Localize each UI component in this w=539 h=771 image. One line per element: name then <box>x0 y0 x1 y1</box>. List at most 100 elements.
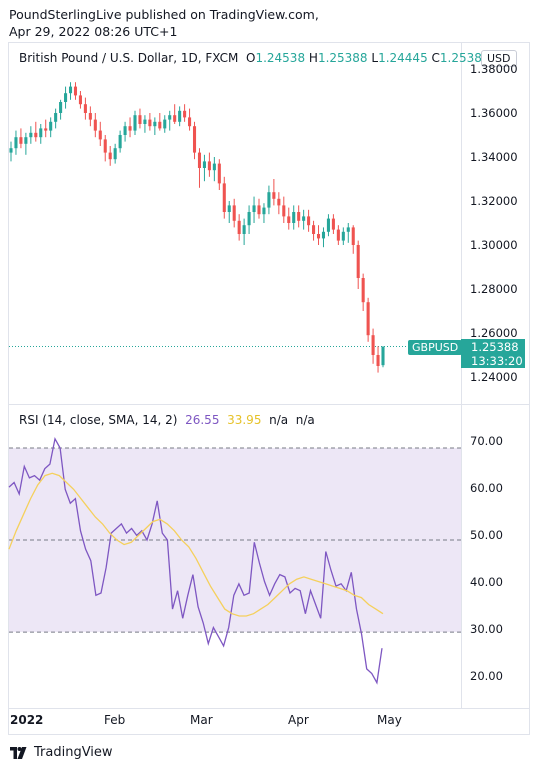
candle-body <box>346 227 350 232</box>
rsi-tick: 70.00 <box>470 434 503 448</box>
candle-body <box>108 152 112 160</box>
high-value: 1.25388 <box>317 51 368 65</box>
candle-body <box>133 115 137 131</box>
candle-body <box>331 218 335 230</box>
candle-body <box>361 278 365 303</box>
candle-body <box>158 121 162 129</box>
candle-body <box>297 212 301 221</box>
candle-body <box>336 229 340 241</box>
candle-body <box>316 234 321 239</box>
price-tick: 1.26000 <box>470 326 518 340</box>
candle-body <box>103 139 107 153</box>
candle-body <box>366 302 370 336</box>
price-tick: 1.36000 <box>470 106 518 120</box>
candle-body <box>44 128 48 131</box>
candle-body <box>227 205 231 212</box>
rsi-title: RSI (14, close, SMA, 14, 2) <box>19 413 178 427</box>
candle-body <box>59 102 63 113</box>
candle-body <box>73 86 78 96</box>
rsi-line <box>8 436 383 685</box>
candle-body <box>29 132 33 138</box>
price-tick: 1.24000 <box>470 370 518 384</box>
rsi-value: 26.55 <box>185 413 220 427</box>
currency-button[interactable]: USD <box>481 50 517 67</box>
candle-body <box>168 115 172 120</box>
candle-body <box>128 126 132 131</box>
candle-body <box>83 104 87 113</box>
candle-body <box>163 119 167 129</box>
price-tick: 1.34000 <box>470 150 518 164</box>
candle-body <box>252 205 256 212</box>
candle-body <box>381 346 385 366</box>
last-price: 1.25388 <box>471 340 519 354</box>
x-tick-month: Mar <box>190 713 213 727</box>
candle-body <box>98 130 102 140</box>
candle-body <box>173 115 177 122</box>
candle-body <box>192 126 197 153</box>
candle-body <box>277 198 281 206</box>
candle-body <box>356 245 360 278</box>
candle-body <box>19 137 23 144</box>
candle-body <box>242 225 246 234</box>
close-label: C <box>431 51 440 65</box>
candle-body <box>88 113 92 120</box>
candle-body <box>351 227 355 245</box>
candle-body <box>312 225 316 234</box>
candle-body <box>217 163 221 184</box>
candle-body <box>113 148 117 160</box>
candle-body <box>341 231 345 241</box>
candle-body <box>272 192 276 199</box>
candle-body <box>153 121 157 127</box>
rsi-tick: 30.00 <box>470 622 503 636</box>
candle-body <box>292 212 296 223</box>
price-legend: British Pound / U.S. Dollar, 1D, FXCM O1… <box>19 51 501 65</box>
candle-body <box>307 216 311 226</box>
candle-body <box>178 110 182 122</box>
bar-countdown: 13:33:20 <box>471 354 523 368</box>
chart-frame <box>8 42 530 735</box>
candle-body <box>321 231 326 239</box>
price-tick: 1.28000 <box>470 282 518 296</box>
price-tick: 1.32000 <box>470 194 518 208</box>
open-label: O <box>246 51 256 65</box>
candle-body <box>282 205 286 217</box>
publisher-credit: PoundSterlingLive published on TradingVi… <box>9 6 319 40</box>
candle-body <box>183 110 187 118</box>
candle-body <box>207 161 211 171</box>
candle-body <box>49 121 53 131</box>
tradingview-logo-icon <box>10 746 27 759</box>
rsi-na-2: n/a <box>295 413 315 427</box>
candle-body <box>267 192 271 208</box>
candle-body <box>123 126 127 135</box>
candle-body <box>14 137 18 149</box>
last-price-tag: 1.25388 13:33:20 <box>461 339 525 368</box>
x-tick-month: Apr <box>288 713 309 727</box>
candle-body <box>93 119 97 131</box>
rsi-tick: 40.00 <box>470 575 503 589</box>
candle-body <box>247 212 251 226</box>
rsi-sma-line <box>8 472 384 617</box>
high-label: H <box>308 51 318 65</box>
candle-body <box>64 93 68 102</box>
open-value: 1.24538 <box>255 51 306 65</box>
candle-body <box>376 355 380 366</box>
candle-body <box>188 117 192 127</box>
price-tick: 1.30000 <box>470 238 518 252</box>
candle-body <box>143 119 147 124</box>
symbol-title: British Pound / U.S. Dollar, 1D, FXCM <box>19 51 239 65</box>
price-scale-divider <box>461 43 462 708</box>
rsi-na-1: n/a <box>269 413 289 427</box>
price-tick: 1.38000 <box>470 62 518 76</box>
publish-timestamp: Apr 29, 2022 08:26 UTC+1 <box>9 24 178 39</box>
candle-body <box>54 113 58 122</box>
rsi-sma-value: 33.95 <box>227 413 262 427</box>
candle-body <box>197 152 202 168</box>
rsi-tick: 50.00 <box>470 528 503 542</box>
tradingview-footer[interactable]: TradingView <box>10 745 113 760</box>
candle-body <box>138 115 142 124</box>
candle-body <box>222 183 226 212</box>
rsi-legend: RSI (14, close, SMA, 14, 2) 26.55 33.95 … <box>19 413 315 427</box>
candle-body <box>9 148 13 153</box>
rsi-tick: 20.00 <box>470 669 503 683</box>
